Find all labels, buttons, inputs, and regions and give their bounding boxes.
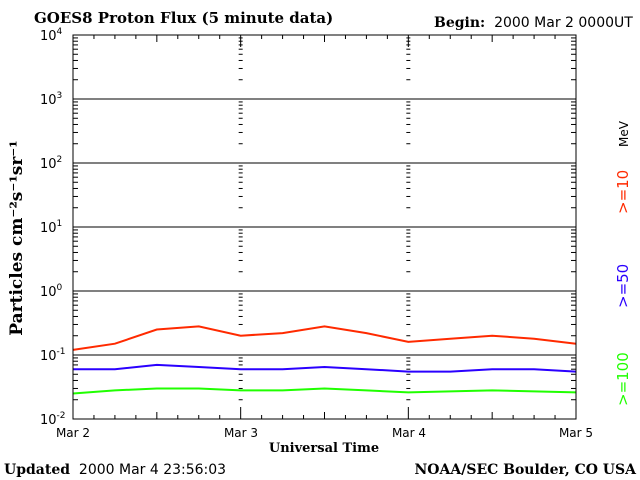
plot-frame: [72, 34, 577, 420]
x-tick-label-mar4: Mar 4: [392, 426, 426, 440]
series-line-2: [72, 387, 577, 395]
updated-value: 2000 Mar 4 23:56:03: [79, 462, 226, 478]
legend-entry-ge100: >=100: [614, 352, 632, 406]
begin-label-key: Begin:: [434, 15, 485, 31]
series-layer: [72, 325, 577, 395]
y-tick-exponent: 3: [57, 91, 63, 101]
y-tick-exponent: 2: [57, 155, 63, 165]
y-axis-label: Particles cm⁻²s⁻¹sr⁻¹: [7, 140, 27, 335]
y-tick-label: 100: [40, 283, 63, 300]
y-tick-base: 10: [40, 157, 57, 172]
y-tick-label: 103: [40, 91, 62, 108]
y-tick-base: 10: [40, 29, 57, 44]
y-tick-label: 104: [40, 27, 63, 44]
legend-unit-mev: MeV: [617, 120, 631, 147]
y-tick-label: 101: [40, 219, 62, 236]
legend-entry-ge50: >=50: [614, 264, 632, 308]
x-tick-label-mar2: Mar 2: [56, 426, 90, 440]
y-tick-label: 10-2: [40, 411, 66, 428]
y-tick-label: 102: [40, 155, 62, 172]
y-tick-label: 10-1: [40, 347, 66, 364]
updated-label: Updated: [4, 462, 70, 478]
series-line-1: [73, 363, 577, 373]
begin-label-value: 2000 Mar 2 0000UT: [494, 15, 633, 31]
y-tick-exponent: -2: [57, 411, 66, 421]
updated-text: Updated 2000 Mar 4 23:56:03: [4, 462, 226, 478]
x-tick-label-mar5: Mar 5: [559, 426, 593, 440]
chart-title: GOES8 Proton Flux (5 minute data): [34, 9, 333, 27]
y-tick-base: 10: [40, 413, 57, 428]
y-tick-exponent: 1: [57, 219, 63, 229]
legend-entry-ge10: >=10: [614, 170, 632, 214]
begin-label: Begin: 2000 Mar 2 0000UT: [434, 15, 633, 31]
y-tick-base: 10: [40, 93, 57, 108]
legend: >=100 >=50 >=10 MeV: [614, 120, 632, 406]
series-line-0: [72, 325, 577, 351]
x-axis-label: Universal Time: [269, 441, 379, 456]
y-tick-base: 10: [40, 221, 57, 236]
y-tick-exponent: 4: [57, 27, 63, 37]
y-tick-base: 10: [40, 285, 57, 300]
y-tick-exponent: -1: [57, 347, 66, 357]
source-credit: NOAA/SEC Boulder, CO USA: [415, 462, 638, 478]
y-tick-exponent: 0: [57, 283, 63, 293]
x-tick-label-mar3: Mar 3: [224, 426, 258, 440]
y-tick-base: 10: [40, 349, 57, 364]
grid-layer: [73, 34, 576, 420]
